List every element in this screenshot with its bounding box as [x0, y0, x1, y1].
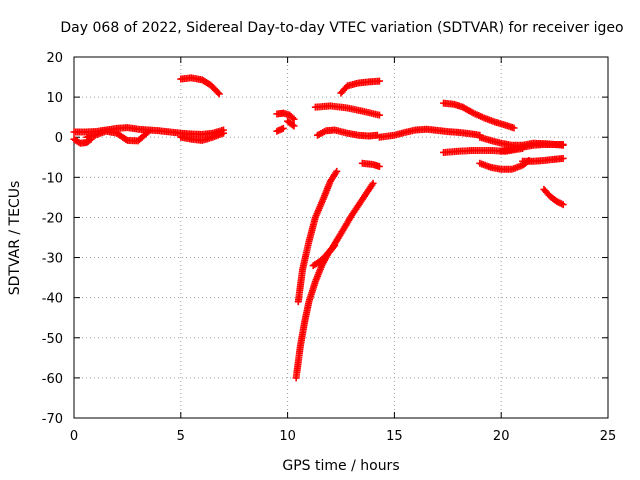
- grid-lines: [74, 57, 608, 418]
- series-arc-0b: [70, 135, 95, 147]
- series-arc-9: [294, 167, 341, 306]
- series-arc-17: [497, 140, 567, 155]
- axis-ticks: 0 5 10 15 20 25 20 10 0 -10 -20 -30 -40 -50 -60 -70: [42, 51, 617, 444]
- x-tick-label: 5: [177, 429, 185, 444]
- y-tick-label: 0: [55, 131, 63, 146]
- data-point-fill: [214, 89, 222, 97]
- data-point: [375, 77, 383, 85]
- series-arc-1: [177, 74, 223, 98]
- data-point: [215, 90, 223, 98]
- series-arc-3: [273, 124, 287, 135]
- x-tick-label: 10: [279, 429, 296, 444]
- y-tick-label: -70: [42, 412, 63, 427]
- data-point: [375, 111, 383, 119]
- chart-title: Day 068 of 2022, Sidereal Day-to-day VTE…: [60, 20, 623, 36]
- data-point: [290, 115, 298, 123]
- series-arc-6: [337, 77, 383, 97]
- series-arc-0c: [83, 127, 153, 145]
- data-point: [145, 127, 153, 135]
- data-point: [559, 140, 567, 148]
- y-tick-label: -50: [42, 332, 63, 347]
- series-arc-7: [314, 126, 381, 140]
- series-arc-8: [358, 159, 383, 171]
- data-point: [375, 163, 383, 171]
- y-axis-label: SDTVAR / TECUs: [7, 181, 23, 296]
- x-tick-label: 20: [493, 429, 510, 444]
- series-arc-19: [540, 185, 567, 209]
- series-arc-4: [284, 117, 298, 130]
- x-tick-label: 25: [600, 429, 617, 444]
- y-tick-label: 10: [46, 91, 63, 106]
- data-point: [559, 201, 567, 209]
- series-arc-14: [440, 99, 518, 132]
- series-arc-0d: [177, 129, 228, 144]
- data-point: [220, 129, 228, 137]
- y-tick-label: -30: [42, 252, 63, 267]
- data-point: [279, 124, 287, 132]
- x-tick-label: 0: [70, 429, 78, 444]
- plot-frame: [73, 56, 609, 419]
- data-point: [290, 122, 298, 130]
- data-point: [559, 154, 567, 162]
- data-point-fill: [289, 121, 297, 129]
- series-arc-12: [375, 125, 484, 141]
- series-arc-10: [309, 179, 377, 270]
- data-point-fill: [289, 114, 297, 122]
- data-point-fill: [143, 128, 151, 136]
- data-point: [331, 242, 339, 250]
- series-arc-2: [273, 109, 298, 123]
- data-point: [333, 167, 341, 175]
- data-points: [70, 74, 567, 382]
- y-tick-label: -40: [42, 292, 63, 307]
- y-tick-label: -10: [42, 171, 63, 186]
- data-point: [369, 179, 377, 187]
- series-arc-0a: [70, 124, 228, 138]
- series-arc-11: [292, 242, 339, 382]
- series-arc-18: [519, 154, 567, 165]
- data-point: [510, 124, 518, 132]
- y-tick-label: -60: [42, 372, 63, 387]
- data-point-fill: [122, 135, 130, 143]
- x-tick-label: 15: [386, 429, 403, 444]
- data-point-fill: [330, 243, 338, 251]
- series-arc-5: [311, 102, 383, 119]
- x-axis-label: GPS time / hours: [282, 458, 399, 474]
- y-tick-label: -20: [42, 211, 63, 226]
- y-tick-label: 20: [46, 51, 63, 66]
